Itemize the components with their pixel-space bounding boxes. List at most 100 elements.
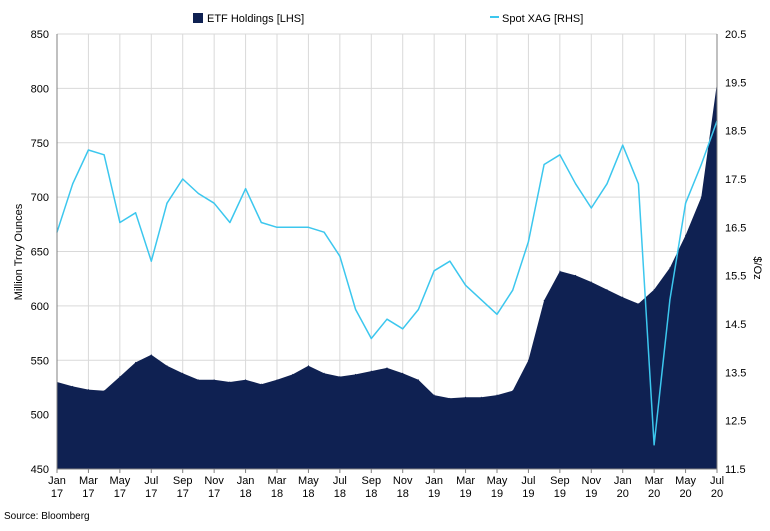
axes [56,34,718,470]
etf-point [370,370,372,372]
etf-point [433,394,435,396]
x-tick-month: Jul [144,475,158,487]
right-tick-label: 11.5 [725,464,746,476]
x-tick-year: 17 [177,488,189,500]
etf-point [669,267,671,269]
xag-point [590,207,592,209]
etf-holdings-area [56,82,718,470]
etf-point [355,373,357,375]
etf-point [417,379,419,381]
x-tick-month: Mar [79,475,98,487]
xag-point [103,154,105,156]
left-axis-ticks: 850 800 750 700 650 600 550 500 450 [31,29,49,476]
etf-point [103,390,105,392]
x-tick-month: Jul [521,475,535,487]
etf-point [480,396,482,398]
x-tick-month: Nov [582,475,602,487]
xag-point [527,241,530,243]
etf-point [150,354,152,356]
x-tick-month: Nov [393,475,413,487]
xag-point [543,163,545,166]
left-tick-label: 450 [31,464,49,476]
xag-point [260,221,262,224]
x-tick-month: Jan [48,475,66,487]
xag-point [433,270,435,272]
etf-point [653,289,655,291]
xag-point [119,221,121,224]
xag-point [244,188,247,190]
x-tick-year: 19 [554,488,566,500]
xag-point [229,221,231,224]
xag-point [182,178,184,180]
xag-point [370,337,372,340]
x-tick-month: Jan [614,475,632,487]
x-tick-year: 19 [585,488,597,500]
etf-point [197,379,199,381]
left-tick-label: 750 [31,138,49,150]
x-tick-year: 19 [522,488,534,500]
x-tick-month: May [487,475,508,487]
xag-point [637,183,640,185]
x-tick-month: Nov [204,475,224,487]
x-tick-year: 17 [145,488,157,500]
right-tick-label: 14.5 [725,319,746,331]
left-tick-label: 600 [31,301,49,313]
etf-point [685,234,687,236]
x-tick-month: Sep [173,475,193,487]
x-tick-month: Jan [425,475,443,487]
xag-point [700,163,702,166]
xag-point [72,183,74,185]
etf-point [119,376,121,378]
source-note: Source: Bloomberg [4,511,90,522]
xag-point [307,226,310,228]
etf-point [245,379,247,381]
right-tick-label: 13.5 [725,367,746,379]
etf-point [622,296,624,298]
xag-point [213,202,215,204]
right-tick-label: 12.5 [725,416,746,428]
etf-point [72,385,74,387]
etf-point [307,365,309,367]
xag-point [574,183,577,185]
etf-point [229,381,231,383]
etf-point [559,270,561,272]
x-tick-year: 20 [648,488,660,500]
etf-point [213,379,215,381]
etf-point [276,379,278,381]
xag-point [197,192,200,195]
x-tick-year: 18 [239,488,251,500]
xag-point [496,313,498,315]
x-tick-year: 17 [114,488,126,500]
x-tick-month: Jan [237,475,255,487]
xag-point [354,308,357,311]
x-tick-month: Mar [268,475,287,487]
right-tick-label: 20.5 [725,29,746,41]
xag-point [276,226,278,228]
right-axis-title: $/Oz [751,256,763,279]
x-tick-year: 18 [271,488,283,500]
etf-point [527,359,529,361]
etf-point [323,372,325,374]
x-tick-month: Mar [645,475,664,487]
xag-point [606,183,608,185]
x-tick-year: 20 [711,488,723,500]
xag-point [684,202,687,204]
etf-point [606,289,608,291]
xag-point [292,226,294,228]
x-tick-year: 17 [208,488,220,500]
legend: ETF Holdings [LHS] Spot XAG [RHS] [193,13,583,25]
etf-point [292,373,294,375]
etf-area-path [57,82,717,470]
x-tick-year: 20 [679,488,691,500]
x-tick-year: 18 [397,488,409,500]
etf-point [166,365,168,367]
right-tick-label: 19.5 [725,77,746,89]
etf-point [260,383,262,385]
etf-point [339,376,341,378]
x-tick-month: Sep [550,475,570,487]
spot-xag-line [56,120,718,446]
right-tick-label: 16.5 [725,222,746,234]
xag-point [480,299,482,301]
etf-point [386,367,388,369]
